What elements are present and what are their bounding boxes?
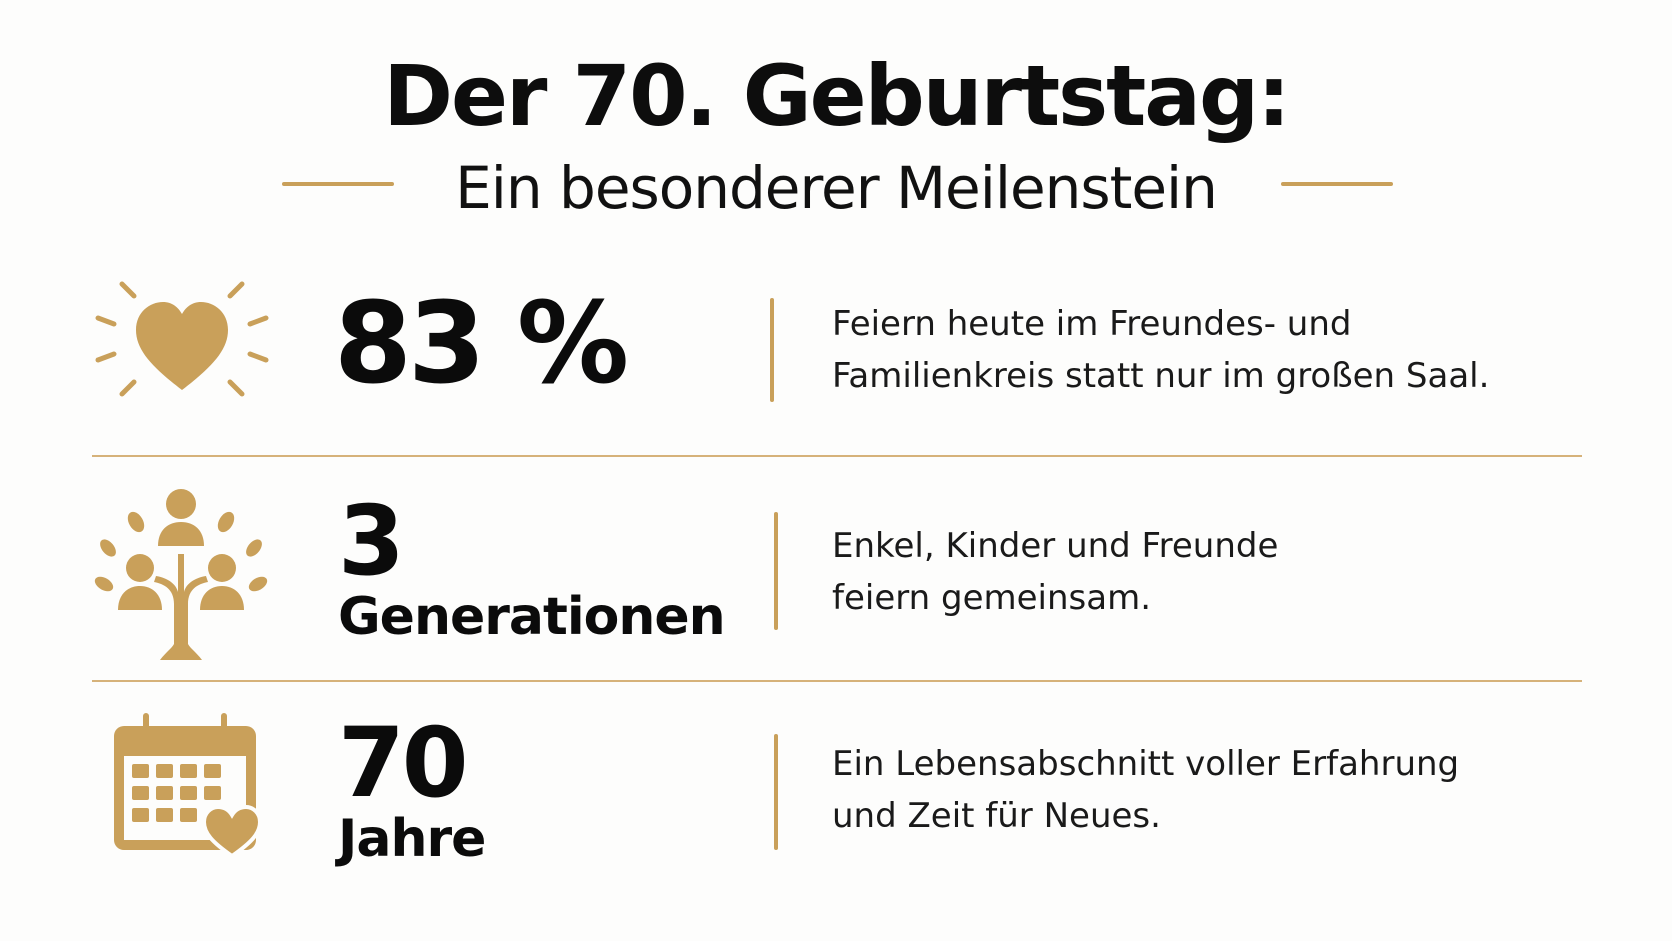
- stat-unit-generationen: Generationen: [338, 587, 726, 647]
- stat-value-3: 3: [338, 485, 405, 597]
- stat-unit-jahre: Jahre: [338, 809, 486, 869]
- stat-value-70: 70: [338, 707, 469, 819]
- stat-description-line: Enkel, Kinder und Freunde: [832, 526, 1279, 566]
- page-title: Der 70. Geburtstag:: [383, 47, 1290, 145]
- stat-separator: [770, 298, 774, 402]
- row-divider: [92, 680, 1582, 682]
- stat-description-line: Feiern heute im Freundes- und: [832, 304, 1352, 344]
- subtitle-row: Ein besonderer Meilenstein: [0, 148, 1672, 228]
- stat-description: Ein Lebensabschnitt voller Erfahrung und…: [832, 738, 1459, 842]
- stat-description: Feiern heute im Freundes- und Familienkr…: [832, 298, 1489, 402]
- stat-value-83: 83 %: [334, 279, 629, 409]
- stat-description: Enkel, Kinder und Freunde feiern gemeins…: [832, 520, 1278, 624]
- page-subtitle: Ein besonderer Meilenstein: [455, 154, 1218, 222]
- stat-separator: [774, 512, 778, 630]
- subtitle-rule-left: [282, 182, 394, 186]
- stat-description-line: feiern gemeinsam.: [832, 578, 1151, 618]
- stat-description-line: Ein Lebensabschnitt voller Erfahrung: [832, 744, 1460, 784]
- subtitle-rule-right: [1281, 182, 1393, 186]
- stat-separator: [774, 734, 778, 850]
- row-divider: [92, 455, 1582, 457]
- stat-description-line: und Zeit für Neues.: [832, 796, 1161, 836]
- stat-description-line: Familienkreis statt nur im großen Saal.: [832, 356, 1490, 396]
- family-tree-icon: [94, 484, 268, 660]
- heart-radiating-icon: [92, 272, 272, 412]
- calendar-heart-icon: [110, 712, 263, 859]
